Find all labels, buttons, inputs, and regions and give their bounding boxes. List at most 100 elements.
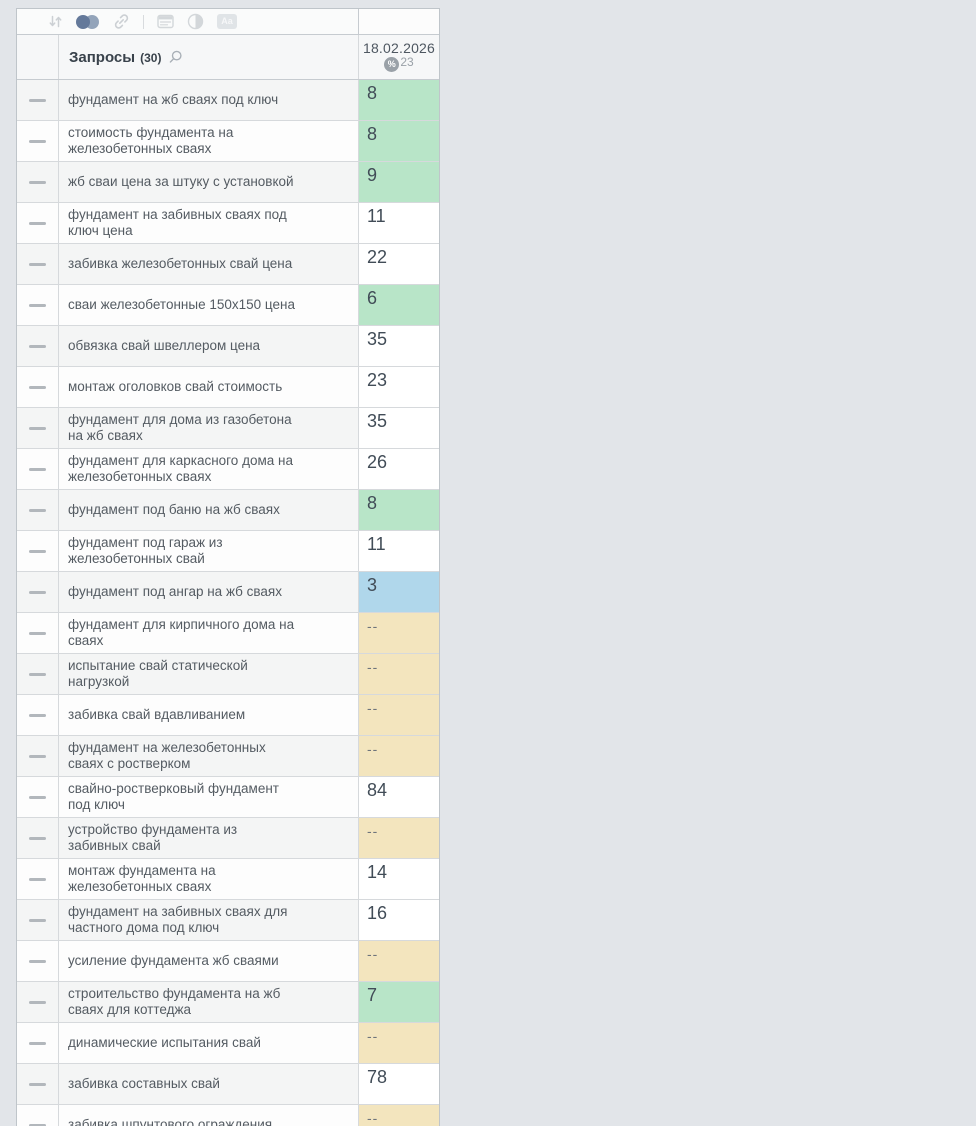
query-text: фундамент на забивных сваях для частного… <box>68 904 288 935</box>
drag-handle[interactable] <box>17 941 59 981</box>
position-cell[interactable]: 26 <box>359 449 439 489</box>
drag-handle[interactable] <box>17 408 59 448</box>
query-cell[interactable]: динамические испытания свай <box>59 1023 359 1063</box>
search-icon[interactable] <box>168 50 183 65</box>
position-cell[interactable]: 8 <box>359 80 439 120</box>
drag-handle[interactable] <box>17 695 59 735</box>
query-cell[interactable]: фундамент на забивных сваях под ключ цен… <box>59 203 359 243</box>
drag-handle[interactable] <box>17 449 59 489</box>
query-cell[interactable]: монтаж оголовков свай стоимость <box>59 367 359 407</box>
table-row: фундамент под гараж из железобетонных св… <box>17 531 439 572</box>
query-cell[interactable]: забивка составных свай <box>59 1064 359 1104</box>
drag-handle[interactable] <box>17 80 59 120</box>
position-cell[interactable]: 35 <box>359 326 439 366</box>
drag-handle[interactable] <box>17 777 59 817</box>
drag-handle[interactable] <box>17 367 59 407</box>
position-cell[interactable]: -- <box>359 1023 439 1063</box>
position-cell[interactable]: 11 <box>359 531 439 571</box>
query-cell[interactable]: фундамент для дома из газобетона на жб с… <box>59 408 359 448</box>
position-cell[interactable]: 78 <box>359 1064 439 1104</box>
query-cell[interactable]: фундамент под ангар на жб сваях <box>59 572 359 612</box>
position-cell[interactable]: 22 <box>359 244 439 284</box>
query-cell[interactable]: фундамент под баню на жб сваях <box>59 490 359 530</box>
drag-handle[interactable] <box>17 982 59 1022</box>
position-cell[interactable]: 14 <box>359 859 439 899</box>
position-cell[interactable]: 9 <box>359 162 439 202</box>
drag-handle[interactable] <box>17 572 59 612</box>
drag-handle[interactable] <box>17 736 59 776</box>
position-cell[interactable]: -- <box>359 818 439 858</box>
position-cell[interactable]: -- <box>359 941 439 981</box>
query-cell[interactable]: свайно-ростверковый фундамент под ключ <box>59 777 359 817</box>
query-cell[interactable]: монтаж фундамента на железобетонных свая… <box>59 859 359 899</box>
drag-handle[interactable] <box>17 654 59 694</box>
query-text: свайно-ростверковый фундамент под ключ <box>68 781 279 812</box>
percent-icon[interactable]: % <box>384 57 400 72</box>
drag-handle-icon <box>29 959 46 963</box>
position-cell[interactable]: 7 <box>359 982 439 1022</box>
drag-handle[interactable] <box>17 1023 59 1063</box>
groups-icon[interactable] <box>76 14 100 30</box>
drag-handle[interactable] <box>17 900 59 940</box>
position-cell[interactable]: 8 <box>359 121 439 161</box>
query-cell[interactable]: фундамент на жб сваях под ключ <box>59 80 359 120</box>
drag-handle[interactable] <box>17 244 59 284</box>
query-cell[interactable]: фундамент для кирпичного дома на сваях <box>59 613 359 653</box>
position-value: 16 <box>367 903 388 923</box>
drag-handle[interactable] <box>17 818 59 858</box>
query-cell[interactable]: сваи железобетонные 150х150 цена <box>59 285 359 325</box>
position-cell[interactable]: 3 <box>359 572 439 612</box>
position-cell[interactable]: -- <box>359 736 439 776</box>
drag-handle[interactable] <box>17 613 59 653</box>
query-cell[interactable]: стоимость фундамента на железобетонных с… <box>59 121 359 161</box>
query-cell[interactable]: фундамент на забивных сваях для частного… <box>59 900 359 940</box>
query-text: забивка шпунтового ограждения <box>68 1117 273 1126</box>
query-cell[interactable]: фундамент для каркасного дома на железоб… <box>59 449 359 489</box>
date-column-header[interactable]: 18.02.2026 % 23 <box>359 35 439 79</box>
drag-handle[interactable] <box>17 285 59 325</box>
text-format-icon[interactable]: Aa <box>217 14 237 29</box>
drag-handle-icon <box>29 139 46 143</box>
sort-icon[interactable] <box>48 14 63 29</box>
query-cell[interactable]: обвязка свай швеллером цена <box>59 326 359 366</box>
drag-handle[interactable] <box>17 531 59 571</box>
drag-handle-icon <box>29 672 46 676</box>
contrast-icon[interactable] <box>187 13 204 30</box>
position-cell[interactable]: -- <box>359 654 439 694</box>
position-cell[interactable]: 8 <box>359 490 439 530</box>
drag-handle[interactable] <box>17 326 59 366</box>
drag-handle[interactable] <box>17 162 59 202</box>
position-cell[interactable]: 6 <box>359 285 439 325</box>
drag-handle[interactable] <box>17 490 59 530</box>
drag-handle[interactable] <box>17 1105 59 1126</box>
query-cell[interactable]: испытание свай статической нагрузкой <box>59 654 359 694</box>
position-cell[interactable]: -- <box>359 695 439 735</box>
table-row: фундамент на железобетонных сваях с рост… <box>17 736 439 777</box>
position-cell[interactable]: 11 <box>359 203 439 243</box>
drag-handle[interactable] <box>17 121 59 161</box>
drag-handle[interactable] <box>17 1064 59 1104</box>
position-cell[interactable]: -- <box>359 613 439 653</box>
query-cell[interactable]: жб сваи цена за штуку с установкой <box>59 162 359 202</box>
position-cell[interactable]: 23 <box>359 367 439 407</box>
query-cell[interactable]: забивка свай вдавливанием <box>59 695 359 735</box>
position-value: -- <box>367 741 379 757</box>
query-cell[interactable]: фундамент под гараж из железобетонных св… <box>59 531 359 571</box>
query-cell[interactable]: фундамент на железобетонных сваях с рост… <box>59 736 359 776</box>
position-cell[interactable]: 35 <box>359 408 439 448</box>
query-cell[interactable]: строительство фундамента на жб сваях для… <box>59 982 359 1022</box>
query-cell[interactable]: усиление фундамента жб сваями <box>59 941 359 981</box>
snippet-window-icon[interactable] <box>157 14 174 29</box>
query-cell[interactable]: забивка железобетонных свай цена <box>59 244 359 284</box>
query-cell[interactable]: устройство фундамента из забивных свай <box>59 818 359 858</box>
query-cell[interactable]: забивка шпунтового ограждения <box>59 1105 359 1126</box>
link-icon[interactable] <box>113 13 130 30</box>
drag-handle[interactable] <box>17 859 59 899</box>
table-row: фундамент для дома из газобетона на жб с… <box>17 408 439 449</box>
position-cell[interactable]: -- <box>359 1105 439 1126</box>
percent-line: % 23 <box>359 55 439 72</box>
position-value: 78 <box>367 1067 388 1087</box>
position-cell[interactable]: 16 <box>359 900 439 940</box>
position-cell[interactable]: 84 <box>359 777 439 817</box>
drag-handle[interactable] <box>17 203 59 243</box>
